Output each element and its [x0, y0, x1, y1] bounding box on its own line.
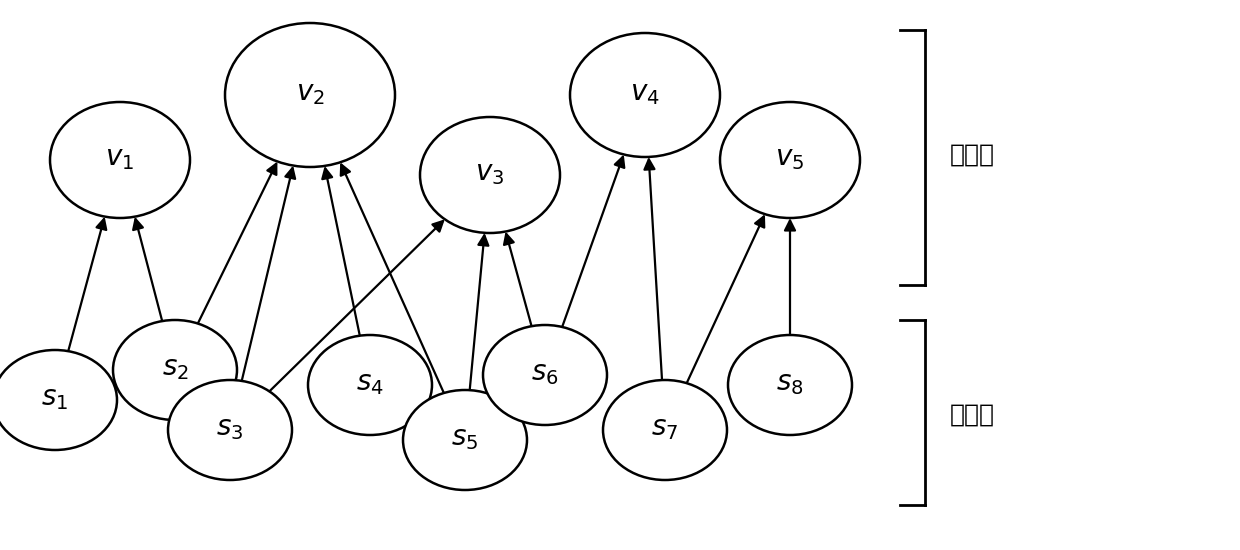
Ellipse shape — [420, 117, 560, 233]
Text: 故障层: 故障层 — [950, 403, 994, 427]
Text: $v_2$: $v_2$ — [295, 82, 325, 107]
Ellipse shape — [224, 23, 396, 167]
Ellipse shape — [113, 320, 237, 420]
Ellipse shape — [167, 380, 291, 480]
Ellipse shape — [728, 335, 852, 435]
Text: $s_5$: $s_5$ — [451, 427, 479, 453]
Ellipse shape — [0, 350, 117, 450]
Text: $s_1$: $s_1$ — [41, 388, 68, 412]
Ellipse shape — [403, 390, 527, 490]
Text: $s_8$: $s_8$ — [776, 372, 804, 398]
Text: 征兆层: 征兆层 — [950, 143, 994, 167]
Ellipse shape — [308, 335, 432, 435]
Ellipse shape — [603, 380, 727, 480]
Ellipse shape — [484, 325, 608, 425]
Text: $v_5$: $v_5$ — [775, 147, 805, 172]
Text: $v_3$: $v_3$ — [475, 163, 505, 188]
Ellipse shape — [570, 33, 720, 157]
Text: $v_4$: $v_4$ — [630, 82, 660, 107]
Text: $s_2$: $s_2$ — [161, 358, 188, 382]
Text: $s_4$: $s_4$ — [356, 372, 384, 398]
Ellipse shape — [720, 102, 861, 218]
Text: $v_1$: $v_1$ — [105, 147, 134, 172]
Ellipse shape — [50, 102, 190, 218]
Text: $s_3$: $s_3$ — [216, 417, 243, 442]
Text: $s_7$: $s_7$ — [651, 417, 678, 442]
Text: $s_6$: $s_6$ — [531, 362, 559, 387]
